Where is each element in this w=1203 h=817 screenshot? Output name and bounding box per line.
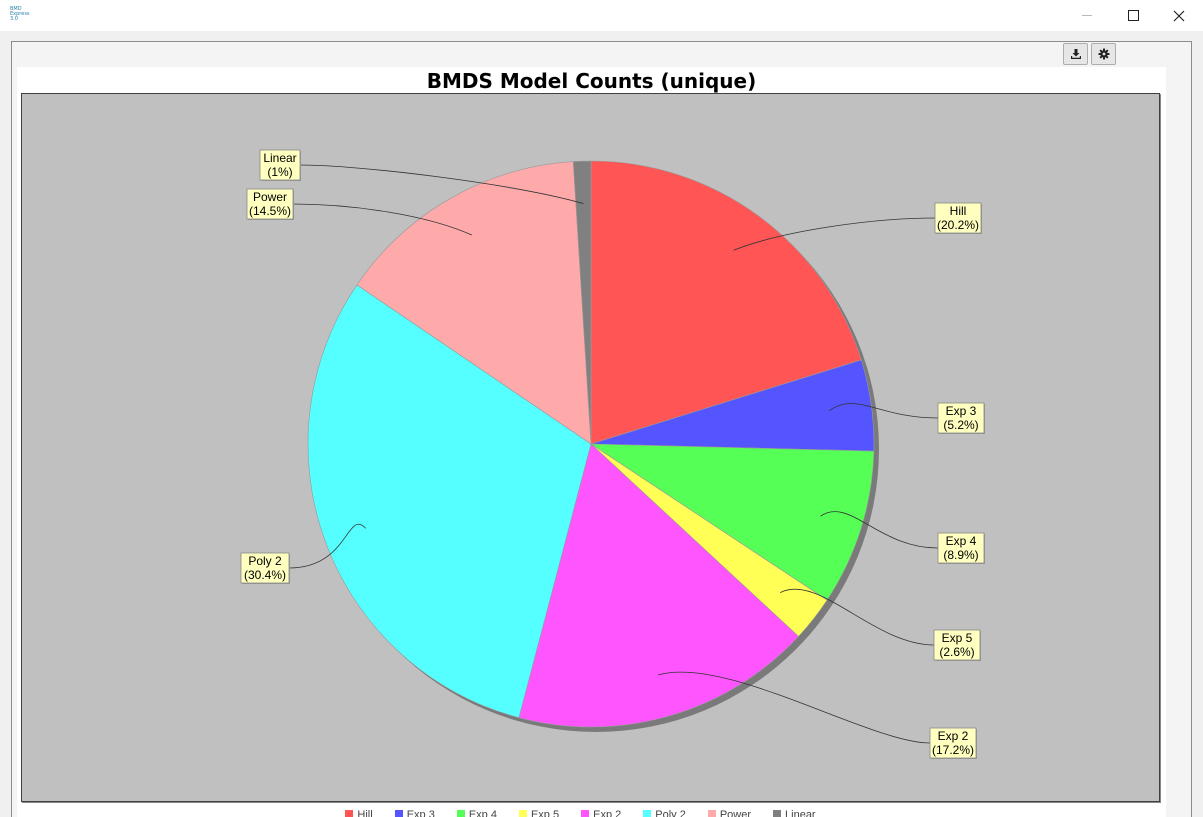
- slice-label-name: Exp 5: [942, 631, 973, 645]
- title-bar: BMD Express 3.0: [0, 0, 1203, 31]
- legend-item: Exp 3: [394, 809, 435, 817]
- slice-label-percent: (14.5%): [249, 204, 291, 218]
- legend-label: Exp 3: [406, 809, 435, 817]
- download-button[interactable]: [1063, 43, 1088, 65]
- legend-item: Poly 2: [643, 809, 686, 817]
- legend-swatch: [773, 810, 782, 817]
- minimize-icon: [1082, 15, 1092, 16]
- leader-line: [829, 403, 939, 419]
- pie-slice-exp-4[interactable]: [589, 443, 875, 601]
- maximize-button[interactable]: [1110, 0, 1156, 31]
- download-icon: [1070, 49, 1081, 59]
- chart-title: BMDS Model Counts (unique): [426, 69, 757, 93]
- leader-line: [657, 671, 931, 744]
- slice-label-percent: (8.9%): [943, 548, 978, 562]
- slice-label: Exp 3(5.2%): [937, 402, 985, 434]
- legend-item: Exp 5: [518, 809, 560, 817]
- leader-line: [733, 217, 936, 251]
- pie-slice-poly-2[interactable]: [307, 284, 592, 719]
- pie-slice-exp-2[interactable]: [518, 443, 799, 728]
- slice-label-percent: (30.4%): [244, 568, 286, 582]
- slice-label: Exp 4(8.9%): [937, 532, 985, 564]
- legend-item: Power: [707, 809, 752, 817]
- legend-swatch: [345, 810, 354, 817]
- leader-line: [779, 588, 935, 646]
- settings-button[interactable]: [1091, 43, 1116, 65]
- slice-label: Power(14.5%): [246, 188, 294, 220]
- legend-swatch: [394, 810, 403, 817]
- leader-line: [288, 523, 367, 569]
- legend-item: Exp 2: [581, 809, 621, 817]
- slice-label-percent: (20.2%): [937, 218, 979, 232]
- minimize-button[interactable]: [1064, 0, 1110, 31]
- slice-label-percent: (5.2%): [943, 418, 978, 432]
- legend-swatch: [456, 810, 465, 817]
- slice-label-name: Linear: [263, 151, 296, 165]
- chart-area: BMDS Model Counts (unique) Hill (20.2%) Ex…: [17, 67, 1166, 817]
- legend-label: Exp 4: [468, 809, 497, 817]
- legend-swatch: [581, 810, 590, 817]
- leader-line: [299, 164, 584, 204]
- pie-slice-linear[interactable]: [572, 160, 592, 445]
- slice-label-name: Hill: [950, 204, 967, 218]
- maximize-icon: [1127, 10, 1139, 21]
- legend-label: Poly 2: [655, 809, 686, 817]
- slice-label-name: Exp 4: [946, 534, 977, 548]
- pie-slice-hill[interactable]: [590, 160, 862, 445]
- legend-swatch: [707, 810, 716, 817]
- legend-label: Power: [719, 809, 752, 817]
- legend-label: Exp 2: [593, 809, 622, 817]
- legend-item: Exp 4: [456, 809, 497, 817]
- slice-label-name: Power: [253, 190, 287, 204]
- slice-label: Exp 2(17.2%): [929, 727, 977, 759]
- legend-item: Hill: [345, 809, 373, 817]
- legend: Hill Exp 3 Exp 4 Exp 5 Exp 2 Poly 2 Power Linea…: [17, 807, 1166, 817]
- slice-label: Exp 5(2.6%): [933, 629, 981, 661]
- legend-item: Linear: [773, 809, 816, 817]
- close-button[interactable]: [1156, 0, 1202, 31]
- legend-swatch: [518, 810, 527, 817]
- slice-label-name: Exp 3: [946, 404, 977, 418]
- app-logo: BMD Express 3.0: [10, 6, 30, 22]
- legend-label: Linear: [785, 809, 816, 817]
- legend-label: Hill: [357, 809, 373, 817]
- slice-label: Linear(1%): [259, 149, 301, 181]
- close-icon: [1173, 10, 1185, 21]
- slice-label: Hill(20.2%): [934, 202, 982, 234]
- leader-line: [820, 511, 939, 549]
- slice-label-percent: (1%): [267, 165, 292, 179]
- leader-line: [292, 203, 472, 236]
- main-panel: BMDS Model Counts (unique) Hill (20.2%) Ex…: [0, 31, 1203, 817]
- slice-label-percent: (17.2%): [932, 743, 974, 757]
- slice-label-name: Exp 2: [938, 729, 969, 743]
- pie-slice-power[interactable]: [356, 161, 592, 445]
- slice-label-name: Poly 2: [248, 554, 282, 568]
- slice-label-percent: (2.6%): [939, 645, 974, 659]
- slice-label: Poly 2(30.4%): [240, 552, 290, 584]
- legend-swatch: [643, 810, 652, 817]
- pie-chart: Hill(20.2%)Exp 3(5.2%)Exp 4(8.9%)Exp 5(2…: [240, 149, 985, 759]
- gear-icon: [1098, 48, 1109, 60]
- legend-label: Exp 5: [530, 809, 560, 817]
